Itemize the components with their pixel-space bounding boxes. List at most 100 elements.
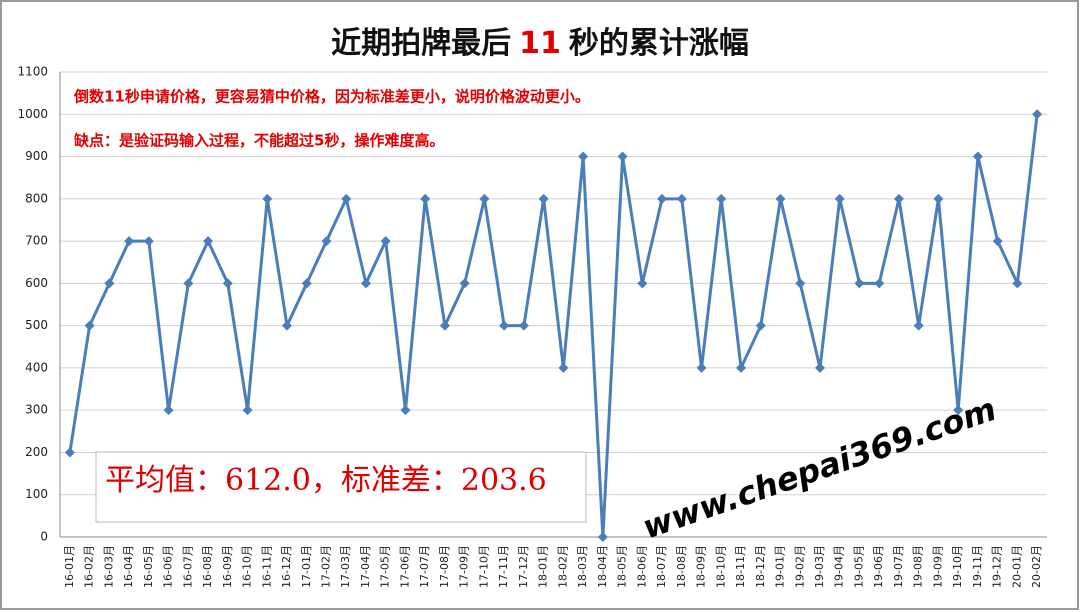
data-marker [341,193,352,204]
x-tick-label: 17-10月 [477,545,490,588]
data-marker [380,236,391,247]
y-tick-label: 200 [25,445,48,459]
x-tick-label: 18-01月 [537,545,550,588]
x-tick-label: 17-08月 [438,545,451,588]
data-marker [439,320,450,331]
x-tick-label: 19-02月 [793,545,806,588]
data-marker [183,278,194,289]
x-tick-label: 17-04月 [359,545,372,588]
y-tick-label: 300 [25,403,48,417]
data-marker [222,278,233,289]
title-part: 秒的累计涨幅 [569,26,749,61]
data-marker [637,278,648,289]
y-tick-label: 900 [25,149,48,163]
x-tick-label: 19-04月 [833,545,846,588]
x-tick-label: 18-07月 [655,545,668,588]
data-marker [597,532,608,542]
data-marker [321,236,332,247]
data-marker [242,405,253,416]
data-marker [854,278,865,289]
data-marker [676,193,687,204]
data-marker [834,193,845,204]
x-tick-label: 16-08月 [201,545,214,588]
x-tick-label: 17-02月 [319,545,332,588]
y-tick-label: 1000 [17,107,48,121]
x-tick-label: 16-04月 [122,545,135,588]
y-tick-label: 1100 [17,65,48,79]
x-tick-label: 19-11月 [971,545,984,588]
data-marker [64,447,75,458]
x-tick-label: 18-12月 [754,545,767,588]
x-tick-label: 16-12月 [280,545,293,588]
data-marker [124,236,135,247]
x-tick-label: 17-01月 [300,545,313,588]
data-marker [301,278,312,289]
data-marker [814,362,825,373]
title-part: 近期拍牌最后 [331,26,511,61]
x-tick-label: 19-05月 [852,545,865,588]
x-tick-label: 17-11月 [497,545,510,588]
data-marker [479,193,490,204]
x-tick-label: 19-07月 [892,545,905,588]
y-tick-label: 700 [25,234,48,248]
data-marker [558,362,569,373]
data-marker [913,320,924,331]
x-tick-label: 19-12月 [991,545,1004,588]
x-tick-label: 18-08月 [675,545,688,588]
data-marker [992,236,1003,247]
y-tick-label: 500 [25,318,48,332]
x-tick-label: 20-02月 [1030,545,1043,588]
x-tick-label: 16-06月 [162,545,175,588]
data-marker [400,405,411,416]
x-tick-label: 18-03月 [576,545,589,588]
x-tick-label: 17-06月 [398,545,411,588]
data-marker [933,193,944,204]
x-tick-label: 16-01月 [63,545,76,588]
data-marker [893,193,904,204]
data-marker [262,193,273,204]
x-tick-label: 19-03月 [813,545,826,588]
data-marker [716,193,727,204]
data-marker [143,236,154,247]
x-tick-label: 17-05月 [379,545,392,588]
x-tick-label: 16-11月 [260,545,273,588]
y-tick-label: 800 [25,191,48,205]
data-marker [538,193,549,204]
data-marker [972,151,983,162]
x-tick-label: 18-05月 [616,545,629,588]
data-marker [499,320,510,331]
x-tick-label: 16-02月 [83,545,96,588]
x-tick-label: 19-06月 [872,545,885,588]
chart-title: 近期拍牌最后 11 秒的累计涨幅 [331,26,749,61]
x-tick-label: 20-01月 [1010,545,1023,588]
data-marker [420,193,431,204]
data-marker [617,151,628,162]
x-tick-label: 18-04月 [596,545,609,588]
x-tick-label: 17-03月 [339,545,352,588]
data-marker [755,320,766,331]
plot-area: 0 100 200 300 400 500 600 700 800 900 1000 1100 16-0… [17,65,1047,588]
x-tick-label: 16-07月 [181,545,194,588]
x-tick-label: 19-08月 [912,545,925,588]
title-number: 11 [519,26,561,61]
data-marker [736,362,747,373]
data-marker [518,320,529,331]
stats-text: 平均值：612.0，标准差：203.6 [105,463,547,498]
data-marker [1012,278,1023,289]
y-tick-label: 100 [25,487,48,501]
x-tick-label: 18-09月 [695,545,708,588]
x-tick-label: 16-05月 [142,545,155,588]
x-tick-label: 16-03月 [102,545,115,588]
data-marker [696,362,707,373]
stats-box [95,451,587,523]
data-marker [360,278,371,289]
data-marker [775,193,786,204]
data-marker [203,236,214,247]
y-tick-label: 400 [25,360,48,374]
x-tick-label: 19-01月 [774,545,787,588]
data-marker [578,151,589,162]
data-marker [282,320,293,331]
x-tick-label: 17-07月 [418,545,431,588]
x-tick-label: 17-12月 [517,545,530,588]
x-tick-label: 16-09月 [221,545,234,588]
